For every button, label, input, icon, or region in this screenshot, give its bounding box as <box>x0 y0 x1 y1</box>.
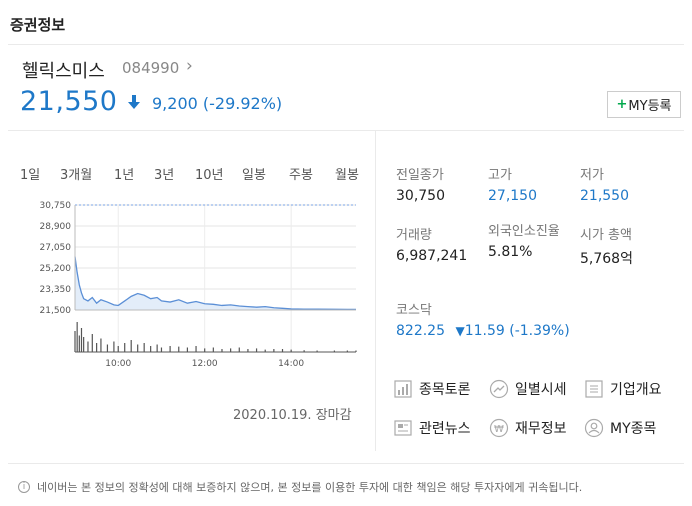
link-related-news[interactable]: 관련뉴스 <box>393 418 471 438</box>
y-tick-label: 21,500 <box>40 306 72 316</box>
vertical-divider <box>375 131 376 451</box>
price-change-value: 9,200 <box>152 94 198 113</box>
tab-1y[interactable]: 1년 <box>114 168 135 183</box>
y-tick-label: 30,750 <box>40 201 72 211</box>
section-title: 증권정보 <box>10 16 66 34</box>
stat-value: 5.81% <box>488 244 533 260</box>
stat-value: 30,750 <box>396 188 445 204</box>
news-icon <box>394 420 412 436</box>
chevron-right-icon[interactable]: › <box>186 56 193 76</box>
link-discussion[interactable]: 종목토론 <box>393 379 471 399</box>
my-register-button[interactable]: + MY등록 <box>607 91 681 118</box>
divider <box>8 463 684 464</box>
link-daily-price[interactable]: 일별시세 <box>489 379 567 399</box>
stat-value: 27,150 <box>488 188 537 204</box>
stat-high: 고가 27,150 <box>488 164 578 204</box>
kosdaq-change: 11.59 <box>464 323 505 339</box>
tab-10y[interactable]: 10년 <box>195 168 224 183</box>
svg-text:₩: ₩ <box>494 424 504 435</box>
x-tick-label: 10:00 <box>105 359 131 369</box>
disclaimer-text: 네이버는 본 정보의 정확성에 대해 보증하지 않으며, 본 정보를 이용한 투… <box>37 481 583 494</box>
kosdaq-value: 822.25 <box>396 323 445 339</box>
intraday-chart[interactable]: 30,750 28,900 27,050 25,200 23,350 21,500 10:0… <box>20 192 365 382</box>
stat-market-cap: 시가 총액 5,768억 <box>580 224 680 268</box>
x-tick-label: 12:00 <box>192 359 218 369</box>
y-tick-label: 25,200 <box>40 264 72 274</box>
stat-value: 6,987,241 <box>396 248 468 264</box>
divider <box>8 44 684 45</box>
stat-label: 시가 총액 <box>580 228 632 243</box>
arrow-down-icon <box>128 95 140 109</box>
stat-value: 5,768억 <box>580 251 633 267</box>
trend-icon <box>489 379 509 399</box>
price-change: 9,200 (-29.92%) <box>152 94 282 113</box>
price-change-percent: (-29.92%) <box>202 94 283 113</box>
kosdaq-index: 코스닥 822.25 ▼11.59 (-1.39%) <box>396 299 656 339</box>
stat-label: 거래량 <box>396 228 432 243</box>
tab-monthly[interactable]: 월봉 <box>335 168 359 183</box>
tab-weekly[interactable]: 주봉 <box>289 168 313 183</box>
y-tick-label: 28,900 <box>40 222 72 232</box>
price-area <box>75 256 356 310</box>
stat-prev-close: 전일종가 30,750 <box>396 164 486 204</box>
user-icon <box>584 418 604 438</box>
link-financials[interactable]: ₩ 재무정보 <box>489 418 567 438</box>
stat-label: 전일종가 <box>396 168 444 183</box>
stat-label: 저가 <box>580 168 604 183</box>
my-register-label: MY등록 <box>628 99 672 114</box>
link-label: MY종목 <box>610 421 657 437</box>
list-icon <box>585 380 603 398</box>
tab-3m[interactable]: 3개월 <box>60 168 93 183</box>
y-tick-label: 27,050 <box>40 243 72 253</box>
stat-volume: 거래량 6,987,241 <box>396 224 486 264</box>
tab-1d[interactable]: 1일 <box>20 168 41 183</box>
stat-low: 저가 21,550 <box>580 164 680 204</box>
kosdaq-values: 822.25 ▼11.59 (-1.39%) <box>396 323 656 339</box>
link-label: 재무정보 <box>515 421 567 437</box>
triangle-down-icon: ▼ <box>455 324 465 338</box>
link-my-stocks[interactable]: MY종목 <box>584 418 656 438</box>
kosdaq-label: 코스닥 <box>396 303 432 318</box>
x-tick-label: 14:00 <box>278 359 304 369</box>
stat-value: 21,550 <box>580 188 629 204</box>
divider <box>8 130 684 131</box>
kosdaq-change-percent: (-1.39%) <box>509 323 570 339</box>
link-label: 일별시세 <box>515 382 567 398</box>
coin-icon: ₩ <box>489 418 509 438</box>
stat-foreign-ratio: 외국인소진율 5.81% <box>488 222 566 262</box>
stock-code[interactable]: 084990 <box>122 59 180 77</box>
info-icon: i <box>18 481 30 493</box>
price-line <box>74 256 356 311</box>
current-price: 21,550 <box>20 86 118 117</box>
tab-daily[interactable]: 일봉 <box>242 168 266 183</box>
stat-label: 외국인소진율 <box>488 224 560 239</box>
stat-label: 고가 <box>488 168 512 183</box>
link-label: 종목토론 <box>419 382 471 398</box>
plus-icon: + <box>616 97 628 112</box>
tab-3y[interactable]: 3년 <box>154 168 175 183</box>
stock-name[interactable]: 헬릭스미스 <box>22 61 105 82</box>
link-label: 기업개요 <box>610 382 662 398</box>
y-tick-label: 23,350 <box>40 285 72 295</box>
disclaimer: i 네이버는 본 정보의 정확성에 대해 보증하지 않으며, 본 정보를 이용한… <box>18 479 582 495</box>
chart-icon <box>394 380 412 398</box>
link-label: 관련뉴스 <box>419 421 471 437</box>
link-company-overview[interactable]: 기업개요 <box>584 379 662 399</box>
chart-date: 2020.10.19. 장마감 <box>233 408 352 423</box>
